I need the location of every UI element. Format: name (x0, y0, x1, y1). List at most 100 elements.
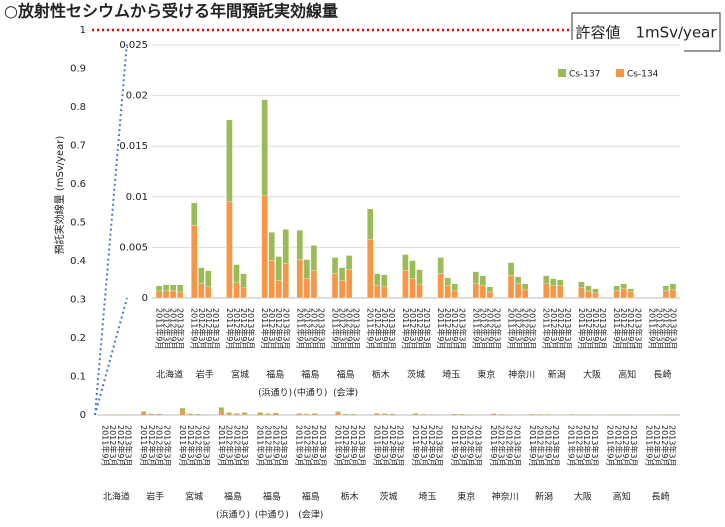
period-label: 2011年9月 (225, 308, 235, 349)
bar-segment (592, 292, 599, 299)
period-label: 2012年9月 (169, 308, 179, 349)
bar-segment (437, 273, 444, 299)
period-label: 2012年3月 (652, 425, 662, 466)
period-label: 2011年9月 (256, 425, 266, 466)
category-label: 高知 (618, 369, 636, 381)
bar-segment (240, 273, 247, 289)
period-label: 2011年9月 (577, 308, 587, 349)
y-tick-label: 0.9 (70, 64, 86, 75)
category-label: 栃木 (341, 491, 359, 503)
bar-segment (155, 290, 163, 299)
bar-segment (268, 260, 275, 299)
period-label: 2012年9月 (591, 308, 601, 349)
bar-segment (177, 291, 184, 299)
bar-segment (452, 414, 458, 415)
category-label: 埼玉 (442, 369, 460, 381)
period-label: 2011年9月 (606, 425, 616, 466)
y-axis-label: 預託実効線量 (mSv/year) (53, 136, 66, 255)
zoom-line (94, 41, 128, 416)
bar-segment (304, 413, 310, 415)
bar-segment (195, 414, 201, 415)
bar-segment (521, 289, 529, 299)
period-label: 2013年3月 (633, 308, 643, 349)
bar-segment (303, 259, 311, 279)
bar-segment (268, 232, 275, 261)
category-sublabel: (会津) (333, 387, 358, 399)
period-label: 2011年9月 (401, 308, 411, 349)
category-label: 神奈川 (508, 369, 535, 381)
period-label: 2012年9月 (661, 308, 671, 349)
period-label: 2011年9月 (489, 425, 499, 466)
category-label: 茨城 (379, 491, 397, 503)
bar-segment (592, 288, 599, 294)
bar-segment (257, 413, 263, 415)
legend-label: Cs-134 (627, 70, 659, 80)
bar-segment (620, 283, 627, 290)
bar-segment (304, 414, 310, 415)
period-label: 2012年3月 (613, 425, 623, 466)
bar-segment (335, 411, 341, 413)
period-label: 2012年9月 (204, 308, 214, 349)
bar-segment (162, 290, 170, 299)
bar-segment (557, 285, 564, 299)
category-label: 茨城 (407, 369, 425, 381)
period-label: 2013年3月 (396, 425, 406, 466)
period-label: 2013年3月 (473, 425, 483, 466)
bar-segment (234, 414, 240, 415)
bar-segment (265, 413, 271, 415)
bar-segment (381, 286, 388, 299)
bar-segment (486, 286, 494, 293)
period-label: 2012年9月 (543, 425, 553, 466)
bar-segment (521, 283, 529, 291)
bar-segment (345, 269, 353, 299)
period-label: 2013年3月 (281, 308, 291, 349)
bar-segment (296, 259, 303, 299)
zoom-line (94, 297, 128, 416)
category-sublabel: (中通り) (255, 509, 289, 521)
y-tick-label: 0 (80, 410, 86, 421)
category-label: 高知 (613, 491, 631, 503)
bar-segment (177, 284, 184, 293)
period-label: 2012年9月 (450, 308, 460, 349)
bar-segment (141, 411, 147, 413)
period-label: 2012年3月 (373, 308, 383, 349)
category-label: 長崎 (653, 369, 671, 381)
period-label: 2011年9月 (542, 308, 552, 349)
period-label: 2011年9月 (366, 308, 376, 349)
category-label: 北海道 (103, 491, 130, 503)
bar-segment (148, 413, 154, 415)
period-label: 2011年9月 (411, 425, 421, 466)
bar-segment (233, 264, 240, 283)
bar-segment (382, 413, 388, 415)
bar-segment (620, 288, 627, 299)
bar-segment (242, 413, 248, 415)
category-sublabel: (会津) (298, 509, 323, 521)
bar-segment (205, 270, 212, 288)
bar-segment (472, 283, 479, 299)
period-label: 2012年3月 (267, 308, 277, 349)
bar-segment (550, 278, 557, 287)
y-tick-label: 0.7 (70, 141, 86, 152)
bar-segment (191, 202, 198, 226)
period-label: 2013年3月 (279, 425, 289, 466)
bar-segment (472, 271, 479, 284)
period-label: 2013年3月 (668, 425, 678, 466)
period-label: 2012年3月 (338, 308, 348, 349)
legend-label: Cs-137 (569, 70, 600, 80)
bar-segment (296, 230, 303, 260)
bar-segment (669, 289, 677, 299)
bar-segment (312, 413, 318, 415)
period-label: 2013年3月 (629, 425, 639, 466)
bar-segment (613, 290, 620, 299)
category-label: 宮城 (231, 369, 249, 381)
bar-segment (507, 275, 515, 299)
period-label: 2013年3月 (598, 308, 608, 349)
period-label: 2013年3月 (201, 425, 211, 466)
period-label: 2012年3月 (654, 308, 664, 349)
y-tick-label: 0.4 (70, 256, 86, 267)
period-label: 2011年9月 (647, 308, 657, 349)
bar-segment (180, 411, 186, 415)
period-label: 2011年9月 (190, 308, 200, 349)
bar-segment (437, 257, 444, 274)
